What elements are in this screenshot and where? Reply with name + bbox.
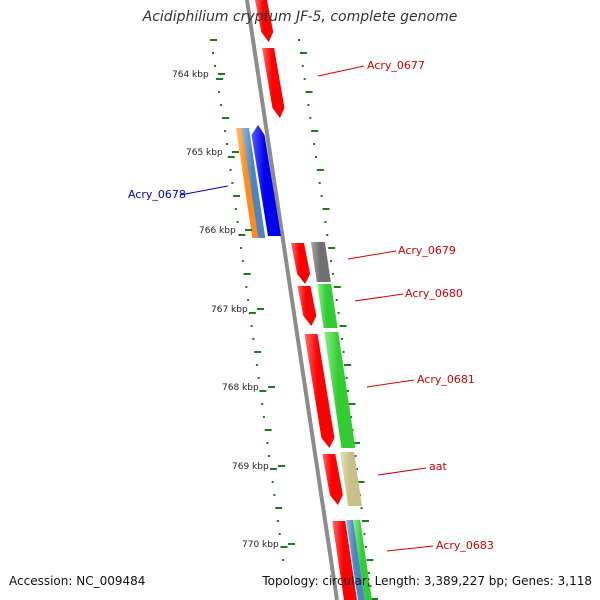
label-leader-line (386, 545, 434, 552)
gene-arrow (322, 454, 343, 505)
gene-label: Acry_0681 (417, 373, 475, 386)
label-leader-line (377, 467, 427, 476)
gene-arrow (262, 48, 285, 118)
genome-summary-text: Topology: circular; Length: 3,389,227 bp… (262, 574, 592, 588)
scale-label: 764 kbp (172, 70, 209, 80)
accession-text: Accession: NC_009484 (9, 574, 146, 588)
gene-arrow (304, 334, 335, 448)
scale-label: 765 kbp (186, 148, 223, 158)
scale-label: 770 kbp (242, 540, 279, 550)
gene-label: aat (429, 460, 447, 473)
gene-feature (317, 284, 338, 328)
label-leader-line (366, 379, 415, 388)
gene-arrow (297, 286, 317, 326)
genome-backbone (245, 0, 339, 600)
label-leader-line (354, 293, 404, 302)
label-leader-line (179, 185, 229, 196)
gene-arrow (255, 0, 274, 42)
scale-label: 769 kbp (232, 462, 269, 472)
gene-arrow (332, 521, 357, 600)
gene-feature (324, 332, 356, 448)
label-leader-line (347, 250, 397, 260)
gene-label: Acry_0679 (398, 244, 456, 257)
map-title: Acidiphilium cryptum JF-5, complete geno… (142, 9, 458, 25)
gene-label: Acry_0678 (128, 188, 186, 201)
gene-feature (340, 452, 363, 506)
gene-feature (235, 128, 260, 238)
scale-label: 768 kbp (222, 383, 259, 393)
label-leader-line (317, 65, 365, 77)
scale-label: 767 kbp (211, 305, 248, 315)
gene-arrow-reverse (251, 125, 281, 236)
scale-label: 766 kbp (199, 226, 236, 236)
gene-feature (353, 520, 372, 600)
gene-feature (346, 520, 365, 600)
gene-feature (310, 242, 331, 282)
gene-label: Acry_0683 (436, 539, 494, 552)
gene-feature (241, 128, 266, 238)
gene-label: Acry_0680 (405, 287, 463, 300)
gene-label: Acry_0677 (367, 59, 425, 72)
gene-arrow (291, 243, 311, 284)
